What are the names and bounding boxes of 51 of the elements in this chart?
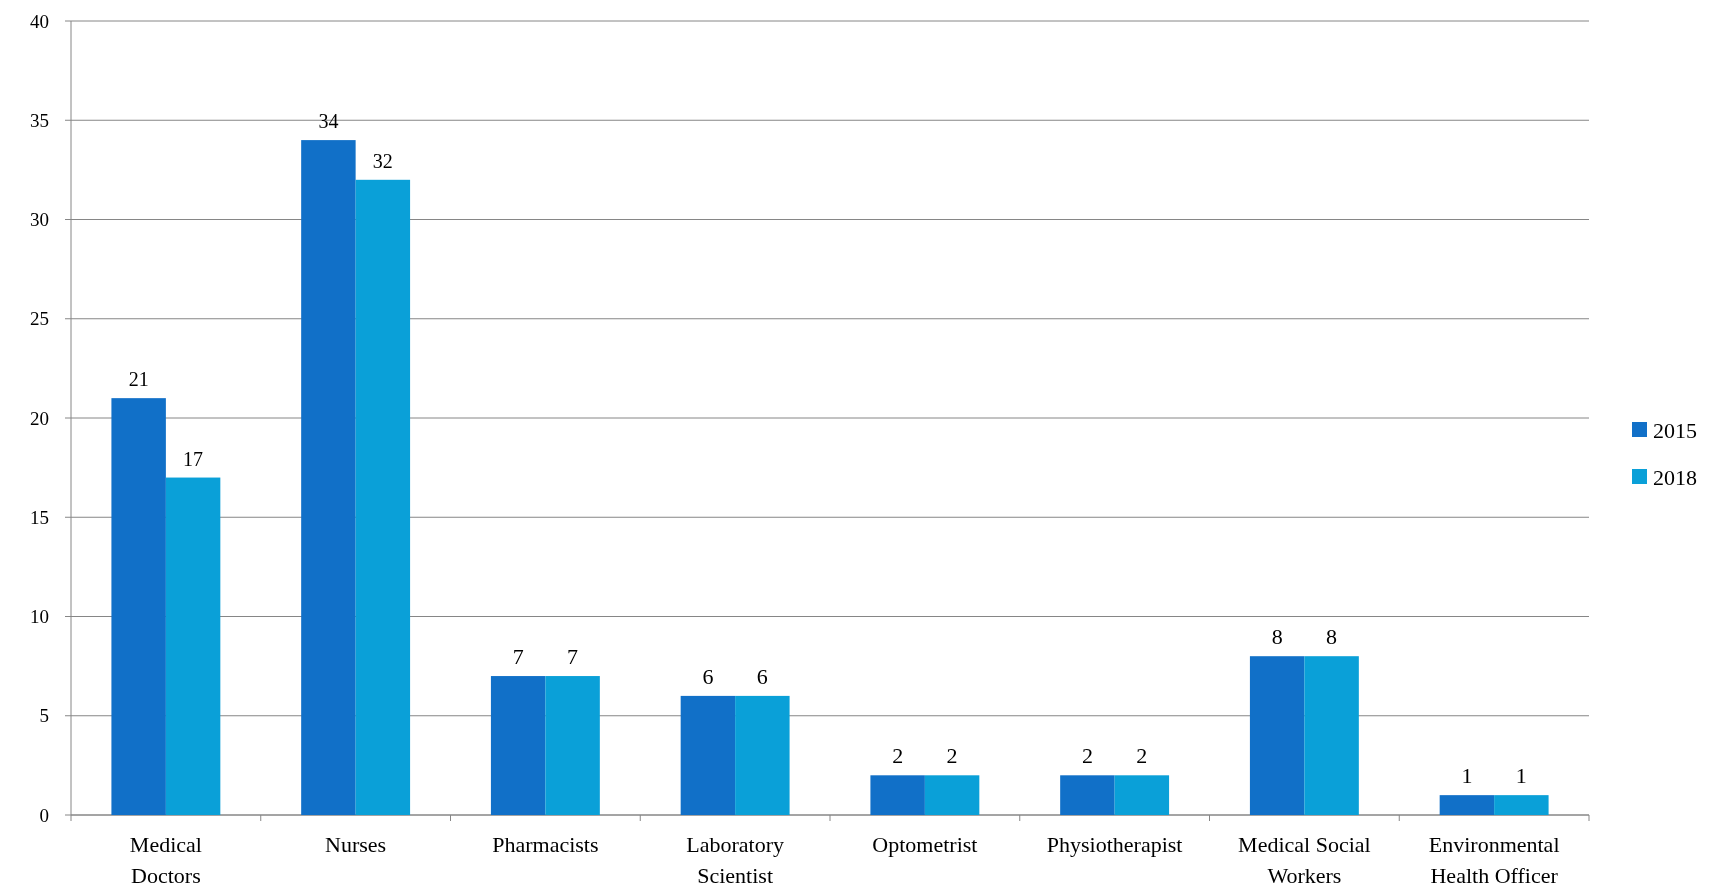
y-tick-label: 30 [30,209,49,231]
y-tick-label: 35 [30,109,49,131]
bar [1439,795,1495,815]
x-tick-label: Nurses [325,832,387,857]
data-label: 6 [702,663,714,689]
bar [301,140,356,815]
x-tick-label: Medical Doctors [129,832,202,885]
legend-label: 2018 [1653,464,1697,490]
x-tick-label: Environmental Health Officer [1428,832,1560,885]
bar [111,398,166,815]
data-label: 32 [372,149,393,172]
bar [1304,656,1359,815]
data-label: 2 [946,743,958,769]
bar [545,676,600,815]
data-label: 7 [567,644,579,670]
data-label: 8 [1271,624,1283,650]
bar [870,775,925,815]
bar [1114,775,1170,815]
bar [735,695,790,815]
x-tick-label: Medical Social Workers [1238,832,1371,885]
data-label: 2 [1081,743,1093,769]
data-label: 2 [892,743,904,769]
y-tick-label: 10 [30,606,49,628]
bar [490,676,546,815]
legend-label: 2015 [1653,417,1697,443]
bar [1060,775,1115,815]
data-label: 8 [1326,624,1338,650]
bar [924,775,980,815]
x-tick-label: Pharmacists [492,832,599,857]
data-label: 6 [756,663,768,689]
bar [680,695,736,815]
x-tick-label: Laboratory Scientist [686,832,784,885]
y-tick-label: 20 [30,407,49,429]
data-label: 1 [1461,763,1473,789]
x-tick-label: Physiotherapist [1046,832,1183,857]
x-tick-label: Optometrist [872,832,978,857]
y-tick-label: 25 [30,308,49,330]
bar [165,477,221,815]
data-label: 7 [512,644,524,670]
bar [1249,656,1305,815]
bar [1494,795,1549,815]
y-tick-label: 5 [39,705,49,727]
y-tick-label: 0 [39,804,49,826]
data-label: 1 [1515,763,1527,789]
bar [355,179,411,815]
y-tick-label: 15 [30,506,49,528]
data-label: 2 [1136,743,1148,769]
data-label: 17 [183,447,204,470]
y-tick-label: 40 [30,10,49,32]
data-label: 21 [128,368,149,391]
data-label: 34 [318,110,339,133]
